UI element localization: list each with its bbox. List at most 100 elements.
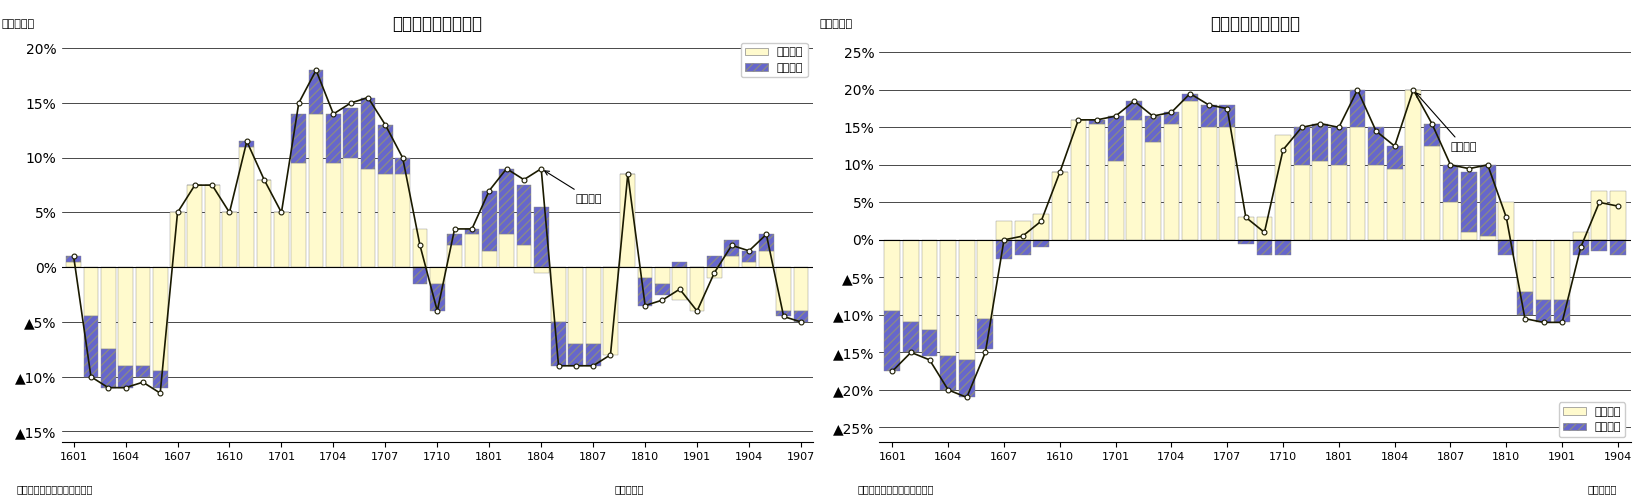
Bar [378,125,393,174]
Bar [1181,93,1198,101]
Bar [741,251,756,262]
Bar [309,114,323,267]
Bar [84,267,99,317]
Bar [1350,127,1366,240]
Bar [170,213,185,267]
Bar [1015,240,1031,255]
Bar [396,158,409,174]
Bar [1480,165,1495,236]
Bar [1089,120,1106,124]
Bar [327,163,342,267]
Bar [1033,240,1049,248]
Bar [1462,233,1477,240]
Bar [1257,217,1272,240]
Bar [690,267,705,311]
Bar [396,174,409,267]
Text: （資料）財務省「貿易統計」: （資料）財務省「貿易統計」 [16,484,92,494]
Bar [1238,240,1254,244]
Bar [1332,165,1346,240]
Bar [1163,112,1180,124]
Bar [1368,165,1384,240]
Bar [1386,168,1402,240]
Bar [776,267,790,311]
Bar [1350,90,1366,127]
Bar [465,229,478,235]
Bar [431,284,444,311]
Bar [1033,214,1049,240]
Bar [1536,240,1551,300]
Bar [361,97,376,168]
Bar [1554,240,1571,300]
Bar [223,213,238,267]
Bar [604,267,617,355]
Bar [412,229,427,267]
Bar [205,185,219,267]
Bar [239,147,254,267]
Bar [708,267,721,278]
Text: （年・月）: （年・月） [1587,484,1617,494]
Bar [1572,233,1589,240]
Bar [135,267,150,366]
Bar [741,262,756,267]
Text: 輸入金額: 輸入金額 [1416,93,1477,152]
Bar [1498,202,1515,240]
Title: 輸入金額の要因分解: 輸入金額の要因分解 [1209,15,1300,33]
Bar [903,240,919,323]
Bar [327,114,342,163]
Bar [1386,146,1402,168]
Bar [1163,124,1180,240]
Bar [1591,191,1607,240]
Bar [884,311,901,371]
Bar [922,240,937,330]
Bar [1294,127,1310,165]
Bar [1294,165,1310,240]
Bar [551,267,566,322]
Bar [1516,292,1533,315]
Bar [959,240,975,360]
Bar [1145,116,1160,142]
Bar [1462,172,1477,233]
Bar [1368,127,1384,165]
Text: （資料）財務省「貿易統計」: （資料）財務省「貿易統計」 [858,484,934,494]
Bar [274,213,289,267]
Bar [903,323,919,352]
Bar [309,70,323,114]
Bar [1516,240,1533,292]
Bar [1406,90,1421,240]
Bar [1312,161,1328,240]
Bar [84,317,99,377]
Legend: 数量要因, 価格要因: 数量要因, 価格要因 [741,43,807,78]
Bar [412,267,427,284]
Bar [551,322,566,366]
Bar [447,235,462,246]
Bar [1572,240,1589,255]
Legend: 数量要因, 価格要因: 数量要因, 価格要因 [1559,403,1625,437]
Bar [66,256,81,262]
Bar [639,267,652,278]
Bar [292,114,307,163]
Bar [239,141,254,147]
Bar [708,256,721,267]
Bar [1201,127,1216,240]
Bar [655,284,670,295]
Bar [1610,191,1625,240]
Bar [1332,127,1346,165]
Bar [1127,120,1142,240]
Bar [586,267,601,344]
Text: 輸出金額: 輸出金額 [544,171,602,204]
Bar [776,311,790,317]
Bar [135,366,150,377]
Bar [1591,240,1607,251]
Text: （前年比）: （前年比） [2,19,35,29]
Bar [1107,116,1124,161]
Bar [343,108,358,158]
Bar [1498,240,1515,255]
Bar [1312,124,1328,161]
Bar [447,246,462,267]
Bar [1127,101,1142,120]
Bar [343,158,358,267]
Bar [1181,101,1198,240]
Bar [1424,124,1440,146]
Bar [1201,105,1216,127]
Bar [1089,124,1106,240]
